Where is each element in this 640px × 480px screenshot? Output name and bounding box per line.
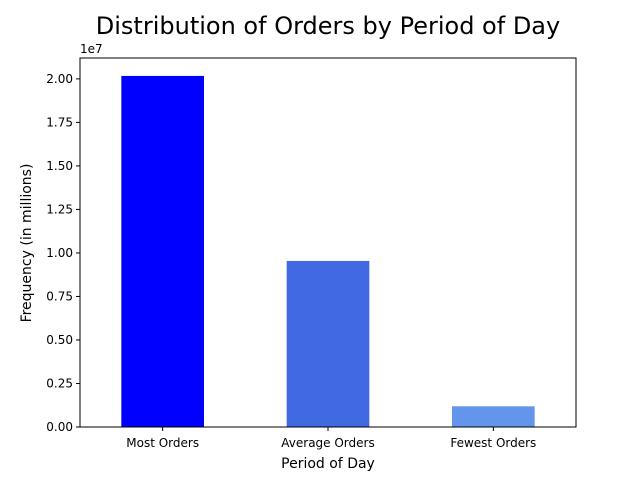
x-tick-label: Average Orders: [281, 436, 374, 450]
x-axis-label: Period of Day: [281, 456, 375, 472]
y-tick-label: 1.00: [46, 246, 73, 260]
plot-area: 0.00 0.25 0.50 0.75 1.00 1.25 1.50 1.75 2.00 Most…: [46, 57, 577, 450]
y-tick-label: 1.25: [46, 202, 73, 216]
y-axis-label: Frequency (in millions): [19, 164, 35, 323]
y-tick-label: 0.50: [46, 333, 73, 347]
y-tick-label: 0.75: [46, 289, 73, 303]
x-tick-label: Fewest Orders: [450, 436, 536, 450]
y-tick-label: 1.75: [46, 115, 73, 129]
y-tick-label: 0.25: [46, 376, 73, 390]
chart-title: Distribution of Orders by Period of Day: [96, 12, 560, 40]
y-tick-label: 2.00: [46, 72, 73, 86]
y-axis-offset-label: 1e7: [80, 42, 103, 56]
bar-most-orders: [121, 75, 204, 428]
bar-fewest-orders: [452, 406, 535, 427]
x-tick-label: Most Orders: [126, 436, 199, 450]
bar-average-orders: [286, 260, 370, 427]
y-tick-label: 0.00: [46, 420, 73, 434]
y-tick-label: 1.50: [46, 159, 73, 173]
